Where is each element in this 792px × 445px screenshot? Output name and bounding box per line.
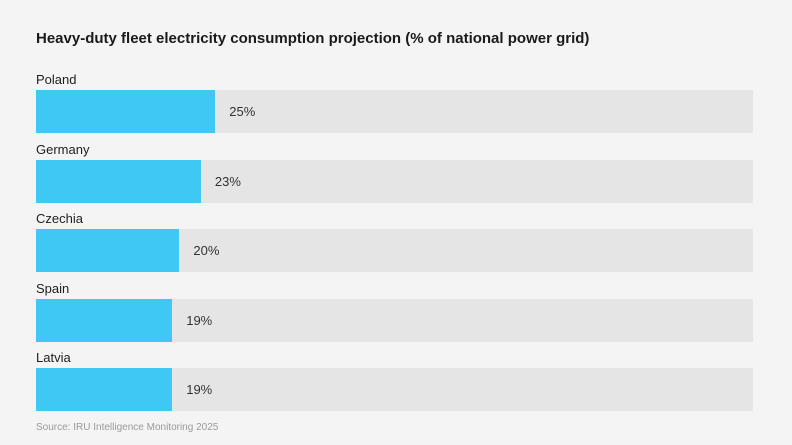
category-label: Poland: [36, 72, 77, 87]
bar: [36, 298, 173, 342]
bar-track: 23%: [36, 159, 753, 203]
bar: [36, 368, 173, 411]
bar-track: 25%: [36, 90, 753, 133]
value-label: 23%: [214, 173, 241, 189]
category-label: Germany: [36, 141, 90, 157]
bar: [36, 90, 216, 133]
bar: [36, 229, 180, 272]
bar-track: 19%: [36, 298, 753, 342]
value-label: 20%: [193, 243, 220, 258]
value-label: 25%: [229, 104, 256, 119]
category-label: Spain: [36, 280, 70, 296]
value-label: 19%: [186, 312, 213, 328]
value-label: 19%: [186, 382, 213, 397]
bar-track: 20%: [36, 229, 753, 272]
category-label: Czechia: [36, 211, 83, 226]
chart-title: Heavy-duty fleet electricity consumption…: [36, 30, 590, 47]
bar: [36, 159, 201, 203]
bar-track: 19%: [36, 368, 753, 411]
source-note: Source: IRU Intelligence Monitoring 2025: [36, 422, 219, 433]
category-label: Latvia: [36, 350, 71, 365]
